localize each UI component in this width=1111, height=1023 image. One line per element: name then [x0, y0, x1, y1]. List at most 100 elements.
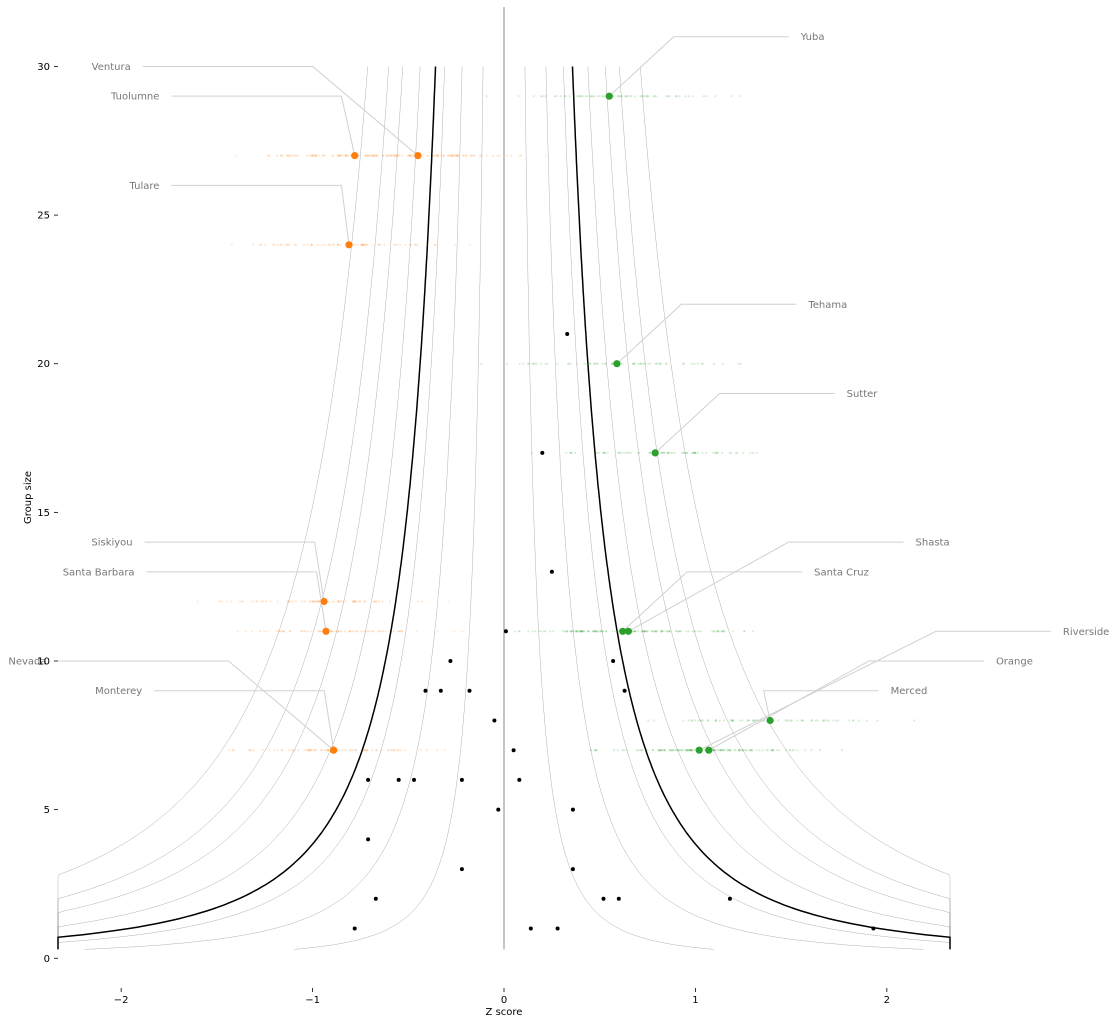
sample-dot: [566, 630, 569, 633]
sample-dot: [666, 451, 669, 454]
sample-dot: [352, 600, 355, 603]
sample-dot: [668, 749, 672, 752]
sample-dot: [323, 749, 326, 752]
sample-dot: [325, 749, 328, 752]
sample-dot: [400, 154, 403, 157]
sample-dot: [669, 451, 672, 454]
sample-dot: [534, 362, 537, 365]
sample-dot: [416, 243, 419, 246]
sample-dot: [320, 243, 323, 246]
sample-dot: [343, 630, 346, 633]
sample-dot: [736, 451, 739, 454]
sample-dot: [586, 362, 589, 365]
sample-dot: [652, 719, 656, 722]
data-point: [352, 926, 357, 931]
sample-dot: [230, 243, 233, 246]
sample-dot: [252, 243, 255, 246]
sample-dot: [327, 600, 330, 603]
sample-dot: [572, 630, 575, 633]
sample-dot: [630, 95, 633, 98]
sample-dot: [394, 154, 397, 157]
sample-dot: [625, 95, 628, 98]
sample-dot: [447, 600, 450, 603]
sample-dot: [327, 749, 330, 752]
sample-dot: [313, 600, 316, 603]
funnel-contour-left: [84, 66, 463, 950]
sample-dot: [368, 154, 371, 157]
funnel-contour-left: [57, 66, 445, 950]
sample-dot: [313, 749, 316, 752]
sample-dot: [491, 154, 495, 157]
sample-dot: [666, 630, 669, 633]
sample-dot: [595, 362, 598, 365]
sample-dot: [643, 630, 647, 633]
sample-dot: [646, 95, 649, 98]
sample-dot: [387, 630, 391, 633]
sample-dot: [771, 749, 774, 752]
sample-dot: [646, 749, 649, 752]
sample-dot: [634, 95, 637, 98]
sample-dot: [611, 362, 614, 365]
sample-dot: [269, 600, 272, 603]
sample-dot: [249, 749, 252, 752]
sample-dot: [244, 630, 247, 633]
data-point: [448, 659, 453, 663]
sample-dot: [553, 95, 556, 98]
sample-dot: [344, 749, 347, 752]
sample-dot: [748, 749, 751, 752]
sample-dot: [331, 243, 334, 246]
sample-dot: [792, 749, 795, 752]
sample-dot: [697, 630, 700, 633]
sample-dot: [366, 243, 369, 246]
sample-dot: [331, 154, 334, 157]
sample-dot: [730, 95, 733, 98]
sample-dot: [681, 749, 684, 752]
data-point: [459, 867, 464, 872]
leader-line-ventura: [142, 65, 419, 157]
sample-dot: [290, 154, 293, 157]
sample-dot: [349, 630, 352, 633]
sample-dot: [642, 630, 645, 633]
sample-dot: [586, 630, 590, 633]
sample-dot: [615, 630, 619, 633]
sample-dot: [568, 362, 571, 365]
sample-dot: [334, 630, 337, 633]
sample-dot: [577, 630, 580, 633]
sample-dot: [410, 154, 413, 157]
sample-dot: [650, 630, 653, 633]
sample-dot: [578, 630, 581, 633]
sample-dot: [712, 749, 715, 752]
sample-dot: [453, 243, 456, 246]
sample-dot: [662, 749, 665, 752]
sample-dot: [716, 749, 719, 752]
sample-dot: [353, 630, 356, 633]
sample-dot: [330, 630, 333, 633]
sample-dot: [394, 243, 397, 246]
sample-dot: [451, 154, 454, 157]
sample-dot: [317, 630, 320, 633]
sample-dot: [675, 630, 678, 633]
sample-dot: [470, 154, 473, 157]
sample-dot: [363, 749, 366, 752]
sample-dot: [639, 749, 642, 752]
sample-dot: [380, 630, 383, 633]
sample-dot: [528, 362, 531, 365]
sample-dot: [404, 243, 407, 246]
sample-dot: [280, 749, 283, 752]
highlight-point-tehama: [613, 360, 621, 368]
sample-dot: [599, 630, 603, 633]
sample-dot: [433, 243, 436, 246]
sample-dot: [360, 243, 363, 246]
sample-dot: [640, 95, 643, 98]
sample-dot: [571, 630, 574, 633]
sample-dot: [353, 600, 356, 603]
sample-dot: [435, 154, 439, 157]
sample-dot: [772, 749, 775, 752]
sample-dot: [689, 749, 692, 752]
sample-dot: [443, 154, 446, 157]
funnel-contour-right: [563, 66, 951, 950]
sample-dot: [356, 243, 359, 246]
sample-dot: [305, 154, 309, 157]
sample-dot: [289, 154, 292, 157]
sample-dot: [865, 719, 868, 722]
